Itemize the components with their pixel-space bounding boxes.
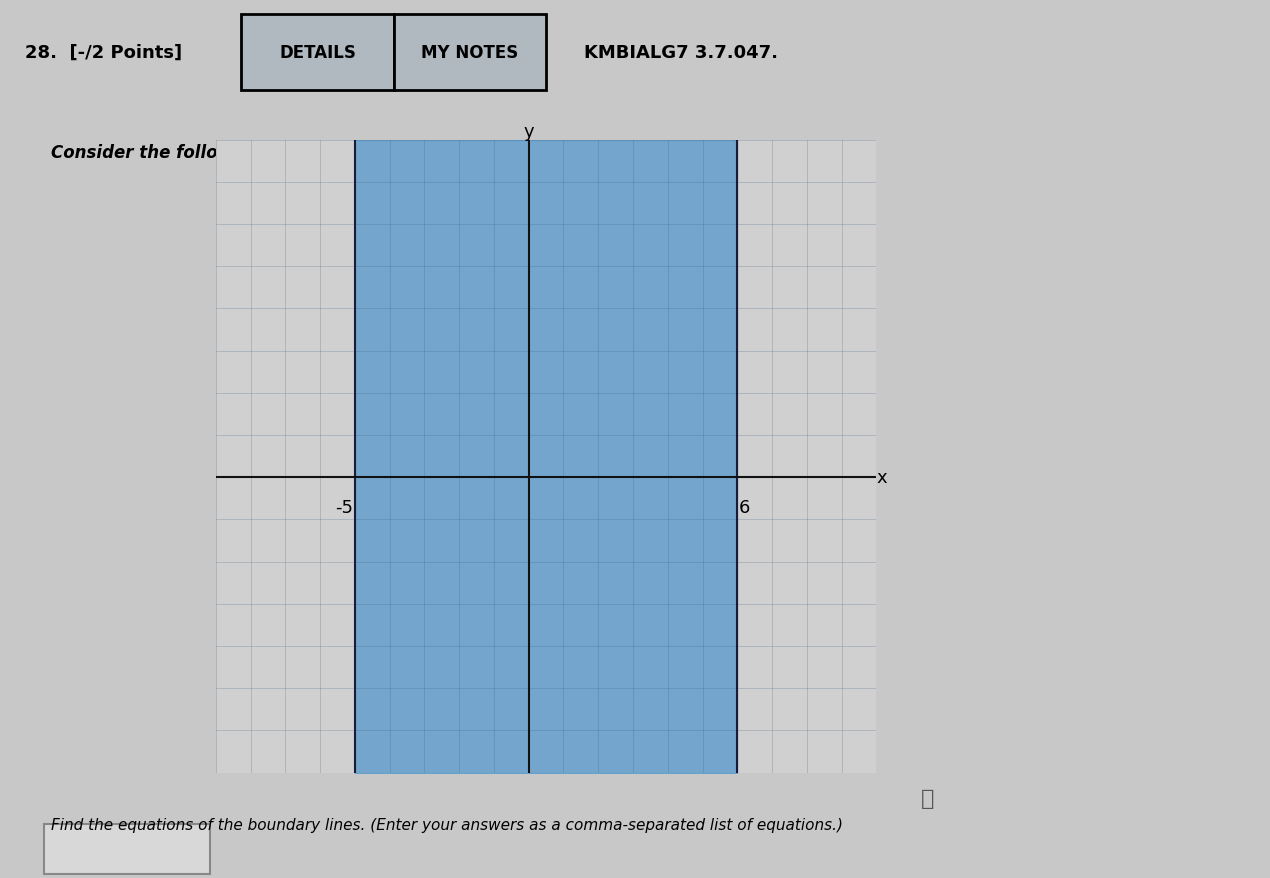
Text: 28.  [-/2 Points]: 28. [-/2 Points] (25, 44, 183, 61)
Text: Find the equations of the boundary lines. (Enter your answers as a comma-separat: Find the equations of the boundary lines… (51, 817, 843, 831)
Text: x: x (876, 469, 886, 486)
Text: MY NOTES: MY NOTES (422, 44, 518, 61)
FancyBboxPatch shape (44, 824, 210, 874)
Text: Consider the following.: Consider the following. (51, 144, 269, 162)
Text: ⓘ: ⓘ (921, 788, 933, 809)
Text: 6: 6 (739, 499, 751, 516)
Text: y: y (523, 123, 533, 140)
Text: -5: -5 (335, 499, 353, 516)
Text: DETAILS: DETAILS (279, 44, 356, 61)
FancyBboxPatch shape (241, 15, 394, 90)
Text: KMBIALG7 3.7.047.: KMBIALG7 3.7.047. (584, 44, 779, 61)
FancyBboxPatch shape (394, 15, 546, 90)
